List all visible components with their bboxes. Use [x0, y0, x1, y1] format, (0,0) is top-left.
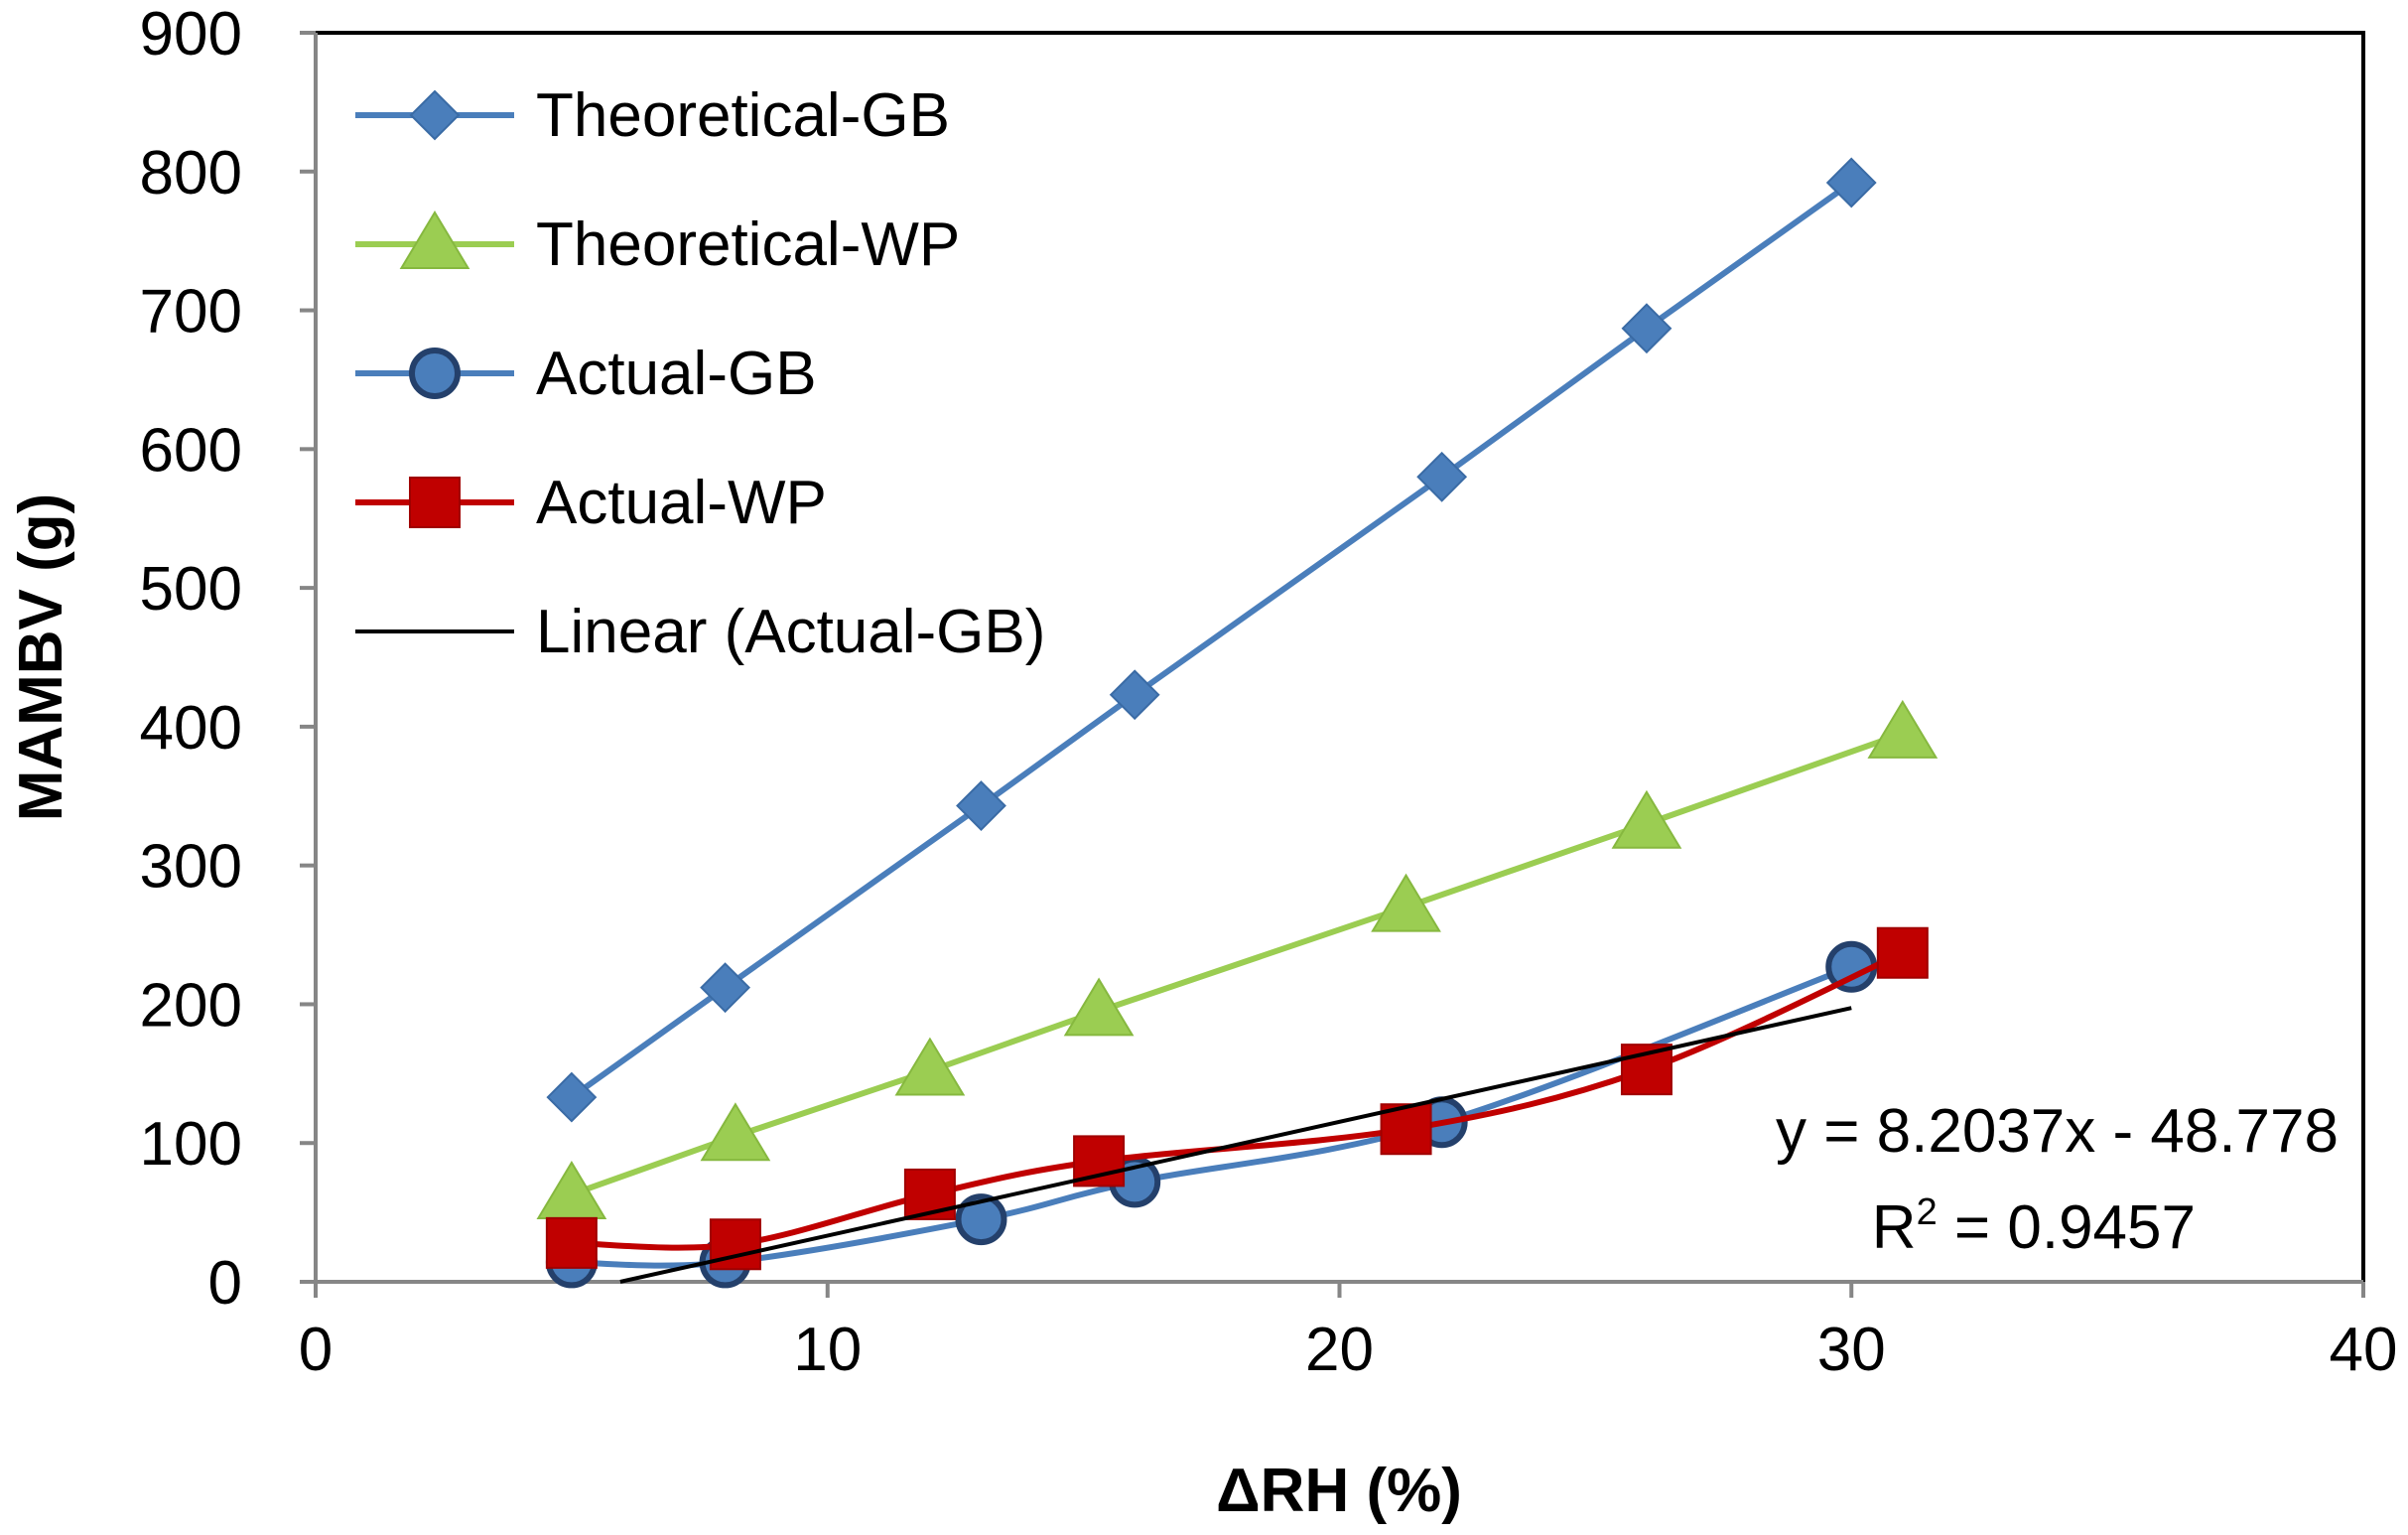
- series-theoretical-wp: [536, 699, 1939, 1219]
- data-point-theoretical-wp: [700, 1102, 771, 1162]
- legend-label: Theoretical-GB: [536, 81, 950, 150]
- data-point-theoretical-gb: [1416, 451, 1468, 502]
- y-tick-label: 0: [208, 1249, 242, 1318]
- data-point-theoretical-wp: [1371, 873, 1441, 932]
- legend-swatch-marker: [409, 477, 461, 528]
- y-tick-label: 800: [140, 139, 242, 208]
- legend-swatch-marker: [409, 348, 461, 399]
- data-point-theoretical-wp: [1611, 789, 1682, 849]
- legend-swatch-marker: [399, 210, 470, 269]
- data-point-actual-gb: [955, 1193, 1007, 1246]
- legend-label: Linear (Actual-GB): [536, 598, 1045, 666]
- data-point-theoretical-gb: [1621, 303, 1672, 354]
- x-tick-label: 0: [299, 1316, 333, 1384]
- data-point-actual-wp: [545, 1216, 598, 1269]
- data-point-theoretical-wp: [894, 1037, 966, 1096]
- y-tick-label: 600: [140, 416, 242, 485]
- y-axis-ticks: 0 100 200 300 400 500 600 700 800 900: [140, 0, 316, 1318]
- legend-label: Actual-WP: [536, 469, 827, 537]
- legend-item-theoretical-gb: Theoretical-GB: [355, 81, 950, 150]
- y-tick-label: 200: [140, 971, 242, 1040]
- legend-label: Actual-GB: [536, 340, 817, 408]
- r-squared-prefix: R: [1872, 1193, 1917, 1262]
- y-tick-label: 500: [140, 555, 242, 624]
- data-point-theoretical-gb: [546, 1071, 598, 1123]
- x-axis-title: ΔRH (%): [1216, 1457, 1462, 1525]
- r-squared-superscript: 2: [1917, 1191, 1938, 1233]
- legend-item-actual-wp: Actual-WP: [355, 469, 827, 537]
- trendline-linear-actual-gb: [619, 1006, 1852, 1284]
- trendline-r-squared: R2 = 0.9457: [1872, 1191, 2196, 1262]
- data-point-theoretical-gb: [1109, 669, 1160, 721]
- y-tick-label: 700: [140, 278, 242, 347]
- data-point-theoretical-gb: [700, 962, 751, 1014]
- legend: Theoretical-GB Theoretical-WP Actual-GB Act…: [355, 81, 1045, 666]
- legend-item-linear-actual-gb: Linear (Actual-GB): [355, 598, 1045, 666]
- legend-item-theoretical-wp: Theoretical-WP: [355, 210, 960, 279]
- data-point-theoretical-gb: [1825, 157, 1877, 209]
- series-layer: [536, 157, 1939, 1289]
- x-tick-label: 40: [2330, 1316, 2398, 1384]
- legend-label: Theoretical-WP: [536, 210, 960, 279]
- data-point-actual-wp: [1876, 926, 1929, 979]
- y-tick-label: 400: [140, 694, 242, 763]
- x-tick-label: 20: [1305, 1316, 1374, 1384]
- series-theoretical-gb: [546, 157, 1877, 1123]
- legend-swatch-marker: [409, 89, 461, 141]
- x-axis-ticks: 0 10 20 30 40: [299, 1282, 2398, 1384]
- y-axis-title: MAMBV (g): [7, 493, 75, 822]
- data-point-theoretical-wp: [1063, 977, 1135, 1037]
- data-point-theoretical-gb: [956, 780, 1006, 831]
- data-point-theoretical-wp: [1867, 699, 1939, 759]
- trendline-equation: y = 8.2037x - 48.778: [1776, 1097, 2339, 1166]
- plot-area-border: [314, 31, 2365, 1284]
- y-tick-label: 900: [140, 0, 242, 69]
- y-tick-label: 300: [140, 833, 242, 902]
- legend-item-actual-gb: Actual-GB: [355, 340, 817, 408]
- r-squared-value: = 0.9457: [1938, 1193, 2196, 1262]
- y-tick-label: 100: [140, 1110, 242, 1179]
- x-tick-label: 10: [793, 1316, 862, 1384]
- x-tick-label: 30: [1817, 1316, 1886, 1384]
